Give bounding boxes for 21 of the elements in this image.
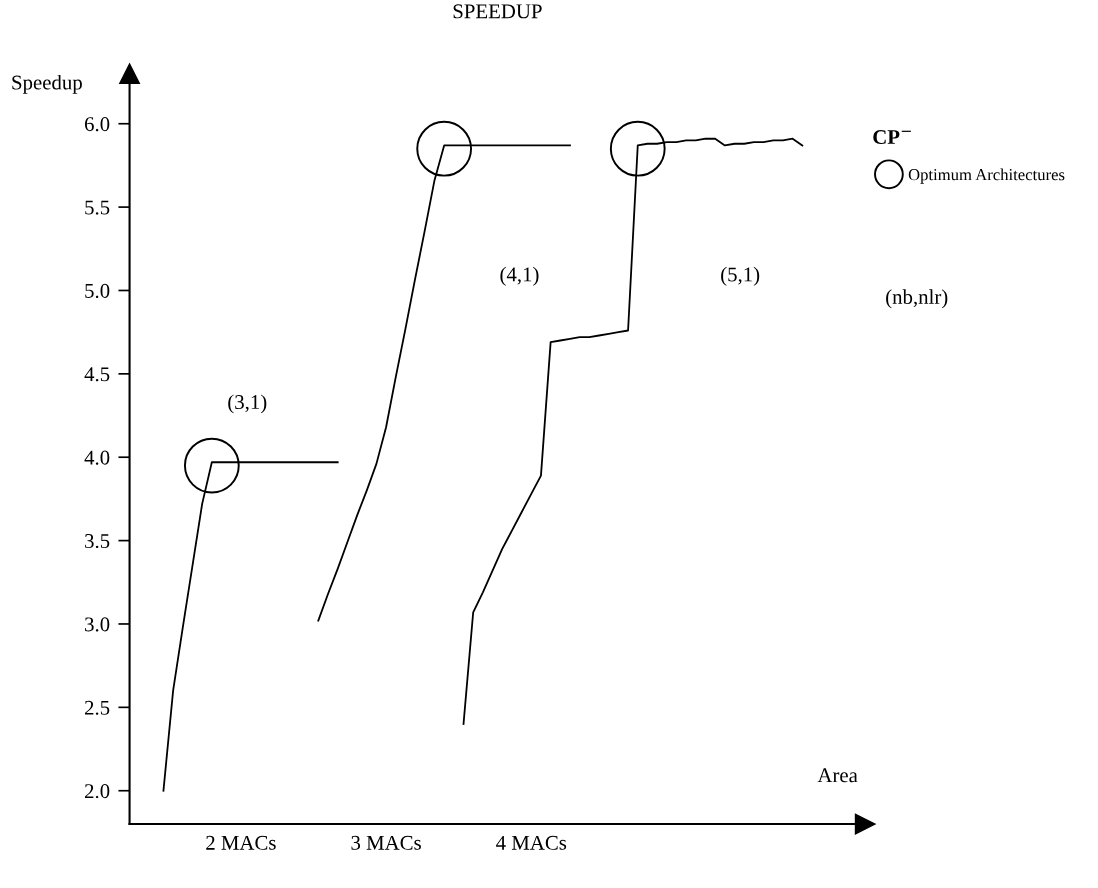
annotation: (5,1) (721, 266, 760, 286)
y-tick-label: 5.0 (85, 283, 110, 298)
y-tick-label: 3.0 (85, 617, 110, 632)
legend-title: CP$^{−}$ (873, 130, 911, 145)
x-axis-title: Area (817, 768, 858, 783)
annotation: (4,1) (500, 266, 539, 286)
legend-label: Optimum Architectures (908, 168, 1065, 184)
y-tick-label: 4.5 (84, 367, 110, 382)
x-tick-label: 4 MACs (496, 835, 567, 850)
y-tick-label: 6.0 (84, 117, 110, 132)
y-tick-label: 3.5 (85, 534, 110, 549)
x-tick-label: 3 MACs (351, 835, 421, 850)
y-tick-label: 2.5 (84, 700, 110, 715)
y-axis-title: Speedup (12, 74, 82, 94)
text: (nb,nlr) (886, 289, 948, 309)
x-tick-label: 2 MACs (206, 835, 276, 850)
y-tick-label: 5.5 (85, 200, 110, 215)
annotation: (3,1) (228, 394, 267, 414)
y-tick-label: 4.0 (84, 450, 110, 465)
y-tick-label: 2.0 (84, 784, 110, 799)
chart-title: SPEEDUP (453, 4, 542, 19)
